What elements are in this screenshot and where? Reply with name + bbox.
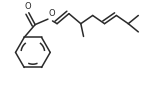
Text: O: O <box>25 2 31 11</box>
Text: O: O <box>49 9 55 18</box>
